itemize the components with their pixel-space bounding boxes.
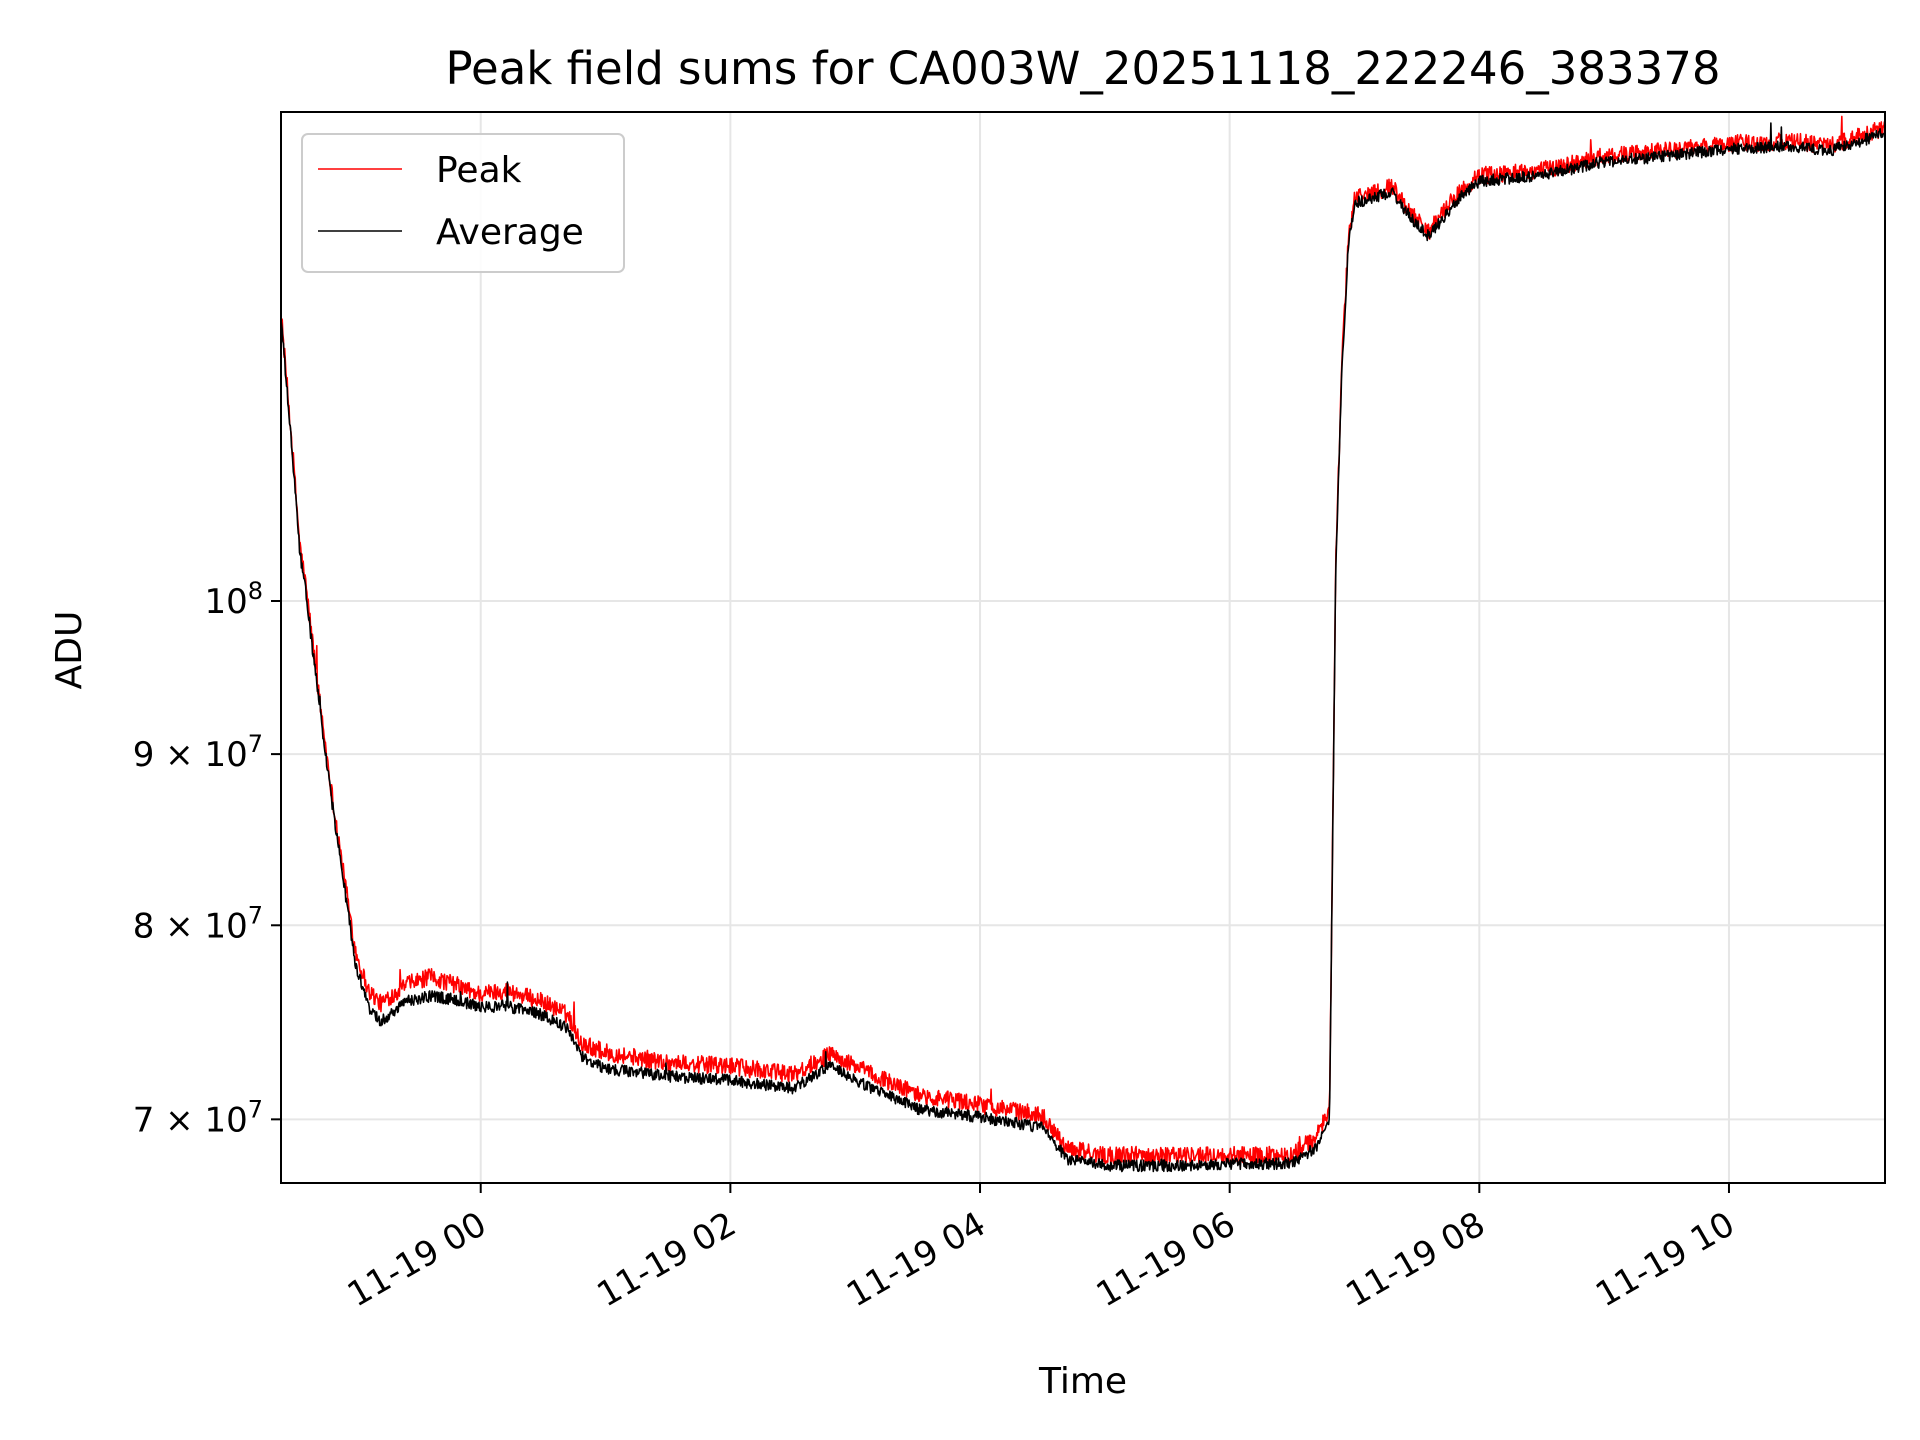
grid: [281, 112, 1885, 1183]
y-tick-label: 108: [204, 577, 263, 622]
y-axis: 7 × 107 8 × 107 9 × 107 108: [133, 577, 281, 1140]
legend-peak-label: Peak: [436, 150, 522, 191]
chart-title: Peak field sums for CA003W_20251118_2222…: [446, 42, 1721, 95]
series-line-average: [281, 122, 1885, 1173]
x-axis-label: Time: [1038, 1361, 1127, 1402]
y-axis-label: ADU: [49, 611, 90, 690]
legend-average-label: Average: [436, 212, 584, 253]
y-tick-label: 9 × 107: [133, 730, 263, 775]
plot-frame: [280, 111, 1886, 1184]
y-tick-label: 8 × 107: [133, 901, 263, 946]
legend: Peak Average: [301, 133, 625, 273]
y-tick-label: 7 × 107: [133, 1095, 263, 1140]
series-lines: [281, 115, 1885, 1173]
